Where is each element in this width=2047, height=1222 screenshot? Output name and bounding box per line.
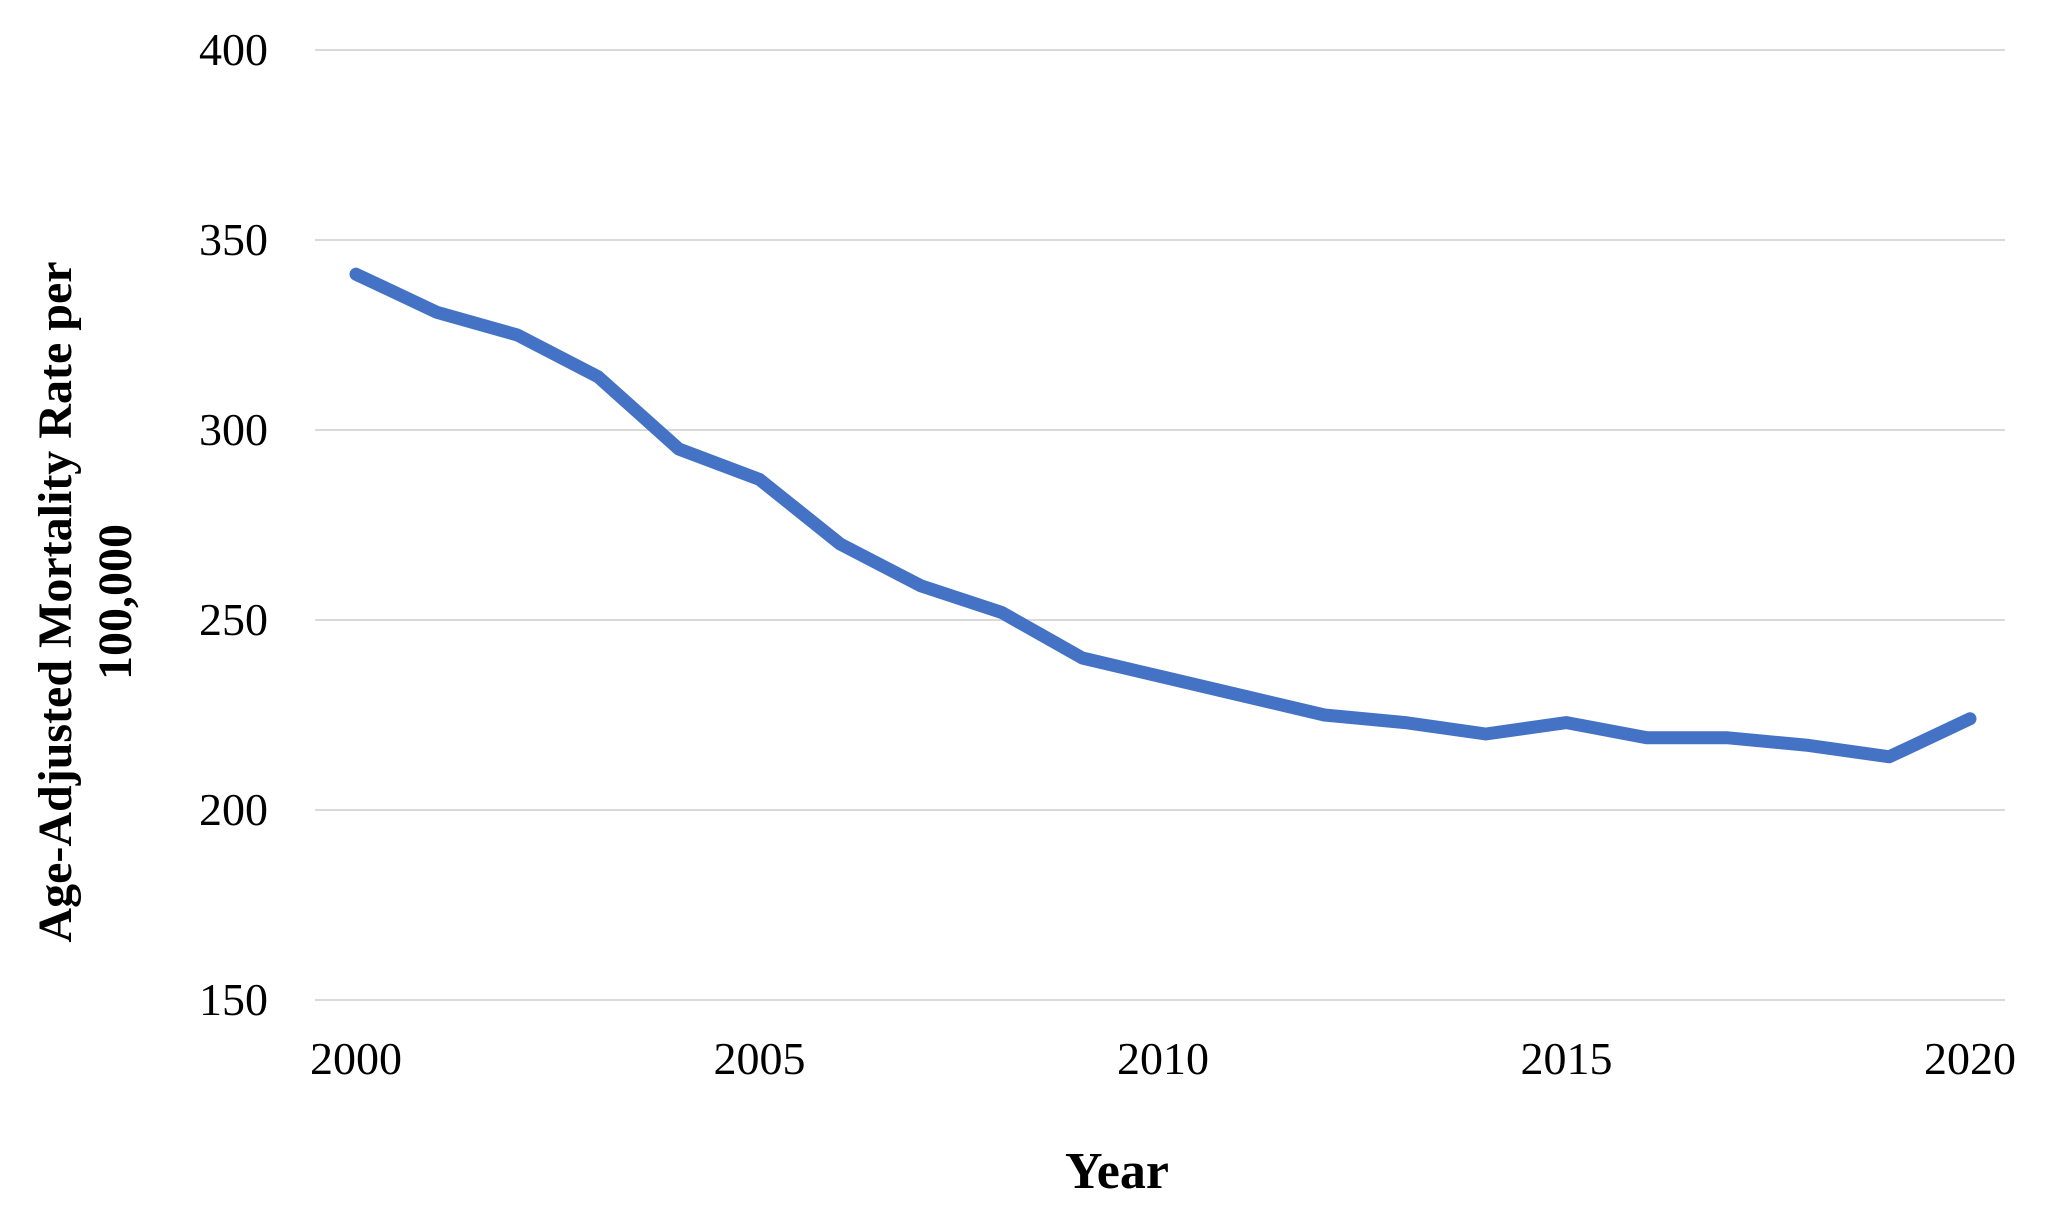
- y-tick-label-300: 300: [199, 404, 268, 455]
- y-tick-label-250: 250: [199, 594, 268, 645]
- y-axis-title-line2: 100,000: [89, 524, 142, 680]
- gridlines: [315, 49, 2005, 1001]
- y-axis-title: Age-Adjusted Mortality Rate per 100,000: [26, 142, 150, 1062]
- x-tick-label-2005: 2005: [713, 1033, 806, 1084]
- x-axis-title: Year: [1065, 1143, 1169, 1200]
- mortality-trend-line: [349, 267, 1977, 764]
- x-tick-label-2020: 2020: [1924, 1033, 2016, 1084]
- x-tick-label-2010: 2010: [1117, 1033, 1209, 1084]
- x-tick-label-2000: 2000: [310, 1033, 402, 1084]
- y-tick-label-350: 350: [199, 214, 268, 265]
- y-tick-label-400: 400: [199, 24, 268, 75]
- x-tick-label-2015: 2015: [1520, 1033, 1613, 1084]
- y-axis-title-line1: Age-Adjusted Mortality Rate per: [29, 261, 82, 943]
- y-tick-label-150: 150: [199, 974, 268, 1025]
- y-tick-label-200: 200: [199, 784, 268, 835]
